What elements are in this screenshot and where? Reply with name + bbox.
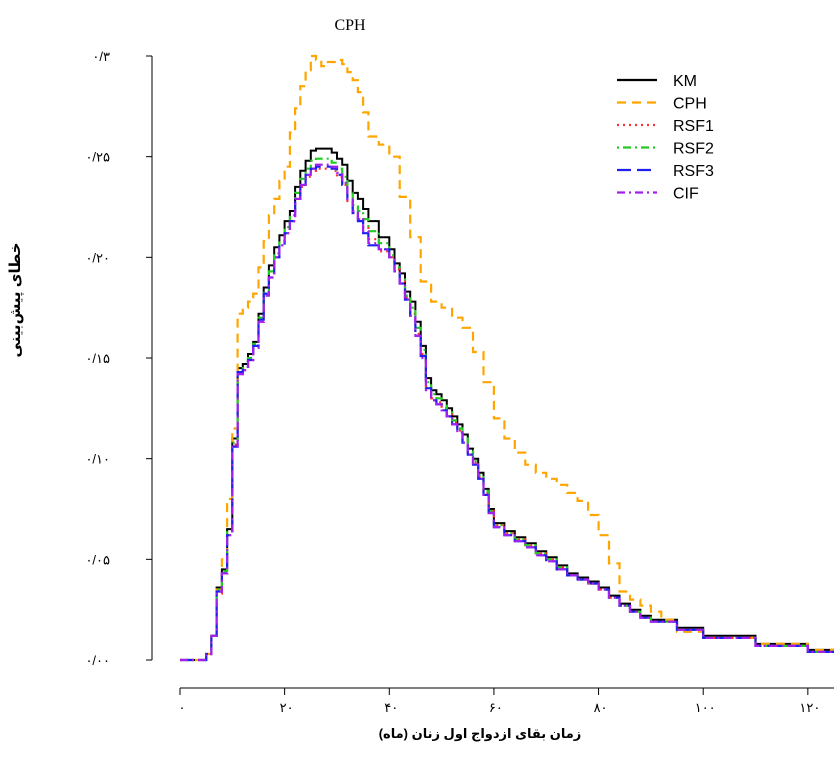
x-tick-label: ۲۰ (280, 700, 294, 715)
series-line-cph (180, 54, 834, 662)
x-tick-label: ۶۰ (489, 700, 503, 715)
x-tick-label: ۴۰ (384, 700, 398, 715)
x-tick-label: ۱۰۰ (695, 700, 716, 715)
legend-label-rsf3: RSF3 (673, 163, 714, 180)
y-tick-label: ۰/۱۰ (85, 452, 110, 467)
x-ticks: ۰ ۲۰ ۴۰ ۶۰ ۸۰ ۱۰۰ ۱۲۰ (179, 688, 820, 715)
series-line-rsf3 (180, 165, 834, 662)
series-line-rsf1 (180, 167, 834, 662)
legend: KM CPH RSF1 RSF2 RSF3 CIF (617, 73, 714, 203)
y-axis-label: خطای پیش‌بینی (7, 243, 25, 358)
y-tick-label: ۰/۲۵ (85, 150, 110, 165)
y-tick-label: ۰/۲۰ (85, 250, 110, 265)
x-tick-label: ۱۲۰ (799, 700, 820, 715)
legend-label-rsf2: RSF2 (673, 141, 714, 158)
x-tick-label: ۰ (179, 700, 186, 715)
legend-label-cif: CIF (673, 186, 699, 203)
series-layer (180, 54, 834, 662)
legend-label-km: KM (673, 73, 697, 90)
legend-label-rsf1: RSF1 (673, 118, 714, 135)
y-tick-label: ۰/۱۵ (85, 351, 110, 366)
legend-label-cph: CPH (673, 96, 707, 113)
chart-title: CPH (334, 17, 366, 34)
x-axis-label: زمان بقای ازدواج اول زنان (ماه) (379, 726, 582, 742)
series-line-km (180, 147, 834, 661)
y-ticks: ۰/۰۰ ۰/۰۵ ۰/۱۰ ۰/۱۵ ۰/۲۰ ۰/۲۵ ۰/۳ (85, 49, 152, 668)
series-line-rsf2 (180, 157, 834, 662)
y-tick-label: ۰/۳ (92, 49, 110, 64)
y-tick-label: ۰/۰۵ (85, 552, 110, 567)
x-tick-label: ۸۰ (594, 700, 608, 715)
series-line-cif (180, 163, 834, 662)
y-tick-label: ۰/۰۰ (85, 653, 110, 668)
